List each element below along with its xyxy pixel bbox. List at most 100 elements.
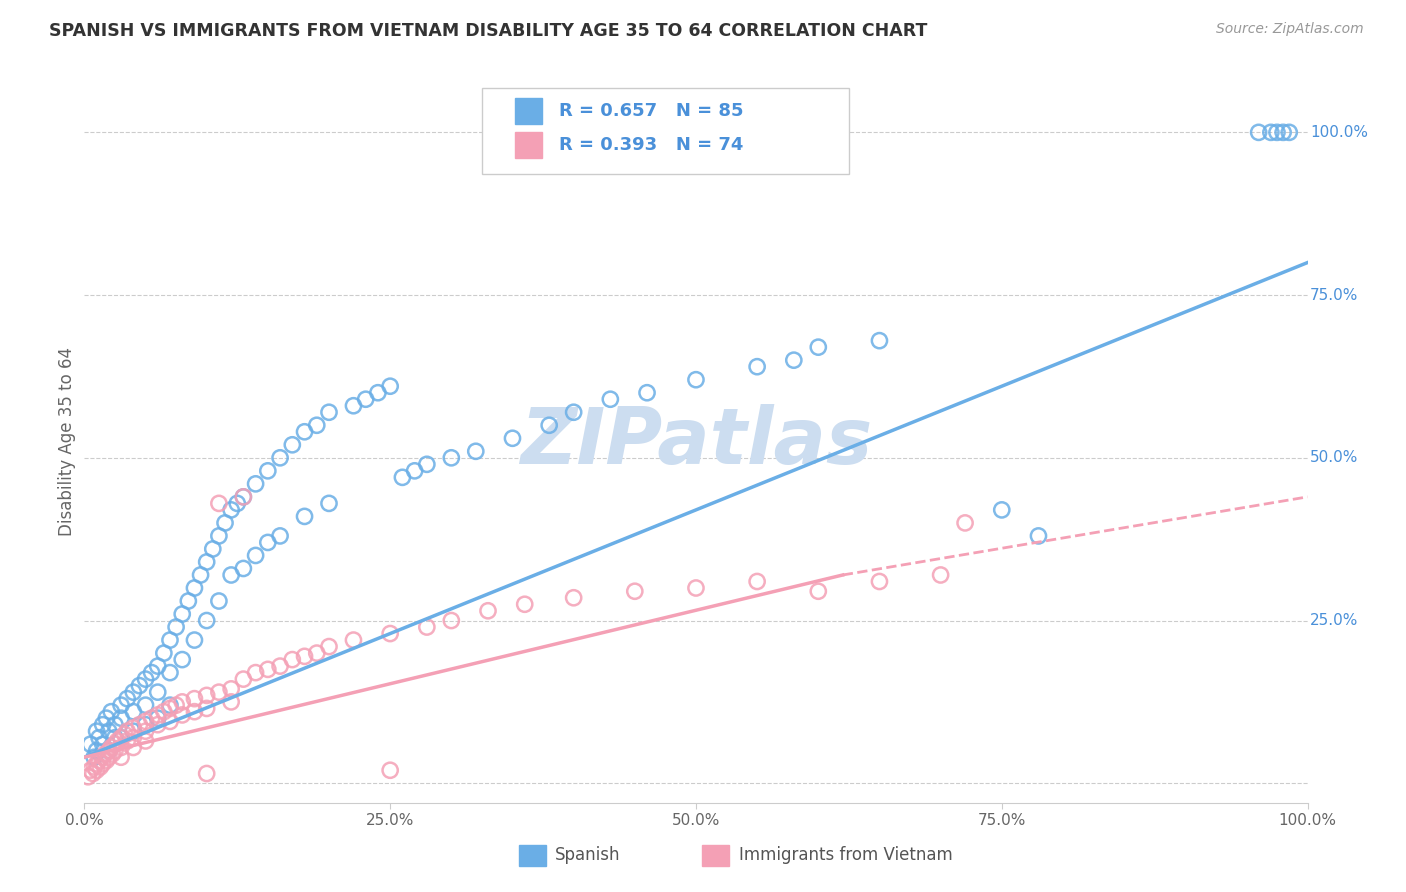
Point: [342, 633, 364, 648]
Point: [305, 418, 328, 433]
Point: [122, 685, 145, 699]
Text: Immigrants from Vietnam: Immigrants from Vietnam: [738, 846, 952, 863]
Point: [159, 698, 181, 713]
Point: [135, 714, 157, 729]
Point: [318, 640, 340, 654]
Point: [177, 594, 200, 608]
Point: [869, 334, 891, 348]
Text: 50.0%: 50.0%: [1310, 450, 1358, 466]
Point: [318, 496, 340, 510]
Point: [77, 770, 100, 784]
Point: [91, 756, 114, 771]
Point: [416, 620, 439, 634]
Point: [104, 737, 127, 751]
Point: [807, 584, 830, 599]
Point: [195, 701, 218, 715]
Point: [269, 450, 291, 465]
Point: [257, 535, 280, 549]
Point: [172, 652, 194, 666]
Point: [201, 541, 224, 556]
Point: [502, 431, 524, 445]
Point: [135, 672, 157, 686]
Point: [91, 737, 114, 751]
Point: [245, 665, 267, 680]
Point: [159, 701, 181, 715]
Point: [110, 711, 132, 725]
Point: [135, 698, 157, 713]
Point: [104, 717, 127, 731]
Point: [183, 633, 205, 648]
Point: [115, 691, 138, 706]
Y-axis label: Disability Age 35 to 64: Disability Age 35 to 64: [58, 347, 76, 536]
Point: [159, 714, 181, 729]
Point: [110, 740, 132, 755]
Text: SPANISH VS IMMIGRANTS FROM VIETNAM DISABILITY AGE 35 TO 64 CORRELATION CHART: SPANISH VS IMMIGRANTS FROM VIETNAM DISAB…: [49, 22, 928, 40]
Point: [747, 574, 769, 589]
Point: [135, 724, 157, 739]
Point: [562, 405, 585, 419]
Point: [135, 717, 157, 731]
Point: [208, 685, 231, 699]
Point: [226, 496, 249, 510]
Point: [146, 707, 169, 722]
Point: [141, 665, 163, 680]
FancyBboxPatch shape: [519, 846, 546, 865]
FancyBboxPatch shape: [515, 98, 541, 124]
Point: [232, 672, 254, 686]
Point: [380, 379, 402, 393]
Point: [219, 695, 242, 709]
Point: [219, 681, 242, 696]
Point: [195, 689, 218, 703]
Point: [190, 568, 212, 582]
Text: 25.0%: 25.0%: [1310, 613, 1358, 628]
Point: [104, 731, 127, 745]
Point: [82, 766, 104, 780]
Point: [513, 597, 536, 611]
Point: [104, 744, 127, 758]
Point: [110, 750, 132, 764]
Point: [153, 705, 176, 719]
Point: [115, 734, 138, 748]
Point: [135, 734, 157, 748]
Point: [100, 705, 122, 719]
Point: [159, 633, 181, 648]
Point: [79, 737, 101, 751]
Point: [929, 568, 952, 582]
Point: [477, 604, 499, 618]
Point: [391, 470, 413, 484]
Point: [87, 754, 110, 768]
Point: [624, 584, 647, 599]
Point: [269, 659, 291, 673]
Point: [122, 740, 145, 755]
Point: [367, 385, 389, 400]
Point: [440, 450, 463, 465]
Point: [281, 652, 304, 666]
Point: [89, 760, 111, 774]
Point: [165, 620, 187, 634]
Point: [232, 490, 254, 504]
Point: [245, 549, 267, 563]
Point: [115, 724, 138, 739]
Point: [91, 750, 114, 764]
Point: [110, 731, 132, 745]
Point: [318, 405, 340, 419]
Point: [747, 359, 769, 374]
Point: [183, 705, 205, 719]
Point: [685, 581, 707, 595]
Point: [869, 574, 891, 589]
Point: [96, 754, 118, 768]
Point: [97, 744, 120, 758]
Point: [380, 626, 402, 640]
Text: 75.0%: 75.0%: [1310, 287, 1358, 302]
Point: [208, 529, 231, 543]
Point: [122, 721, 145, 735]
Point: [807, 340, 830, 354]
Point: [245, 476, 267, 491]
Point: [232, 561, 254, 575]
Point: [281, 438, 304, 452]
Point: [86, 756, 108, 771]
Point: [214, 516, 236, 530]
Point: [195, 614, 218, 628]
Point: [269, 529, 291, 543]
Point: [404, 464, 426, 478]
